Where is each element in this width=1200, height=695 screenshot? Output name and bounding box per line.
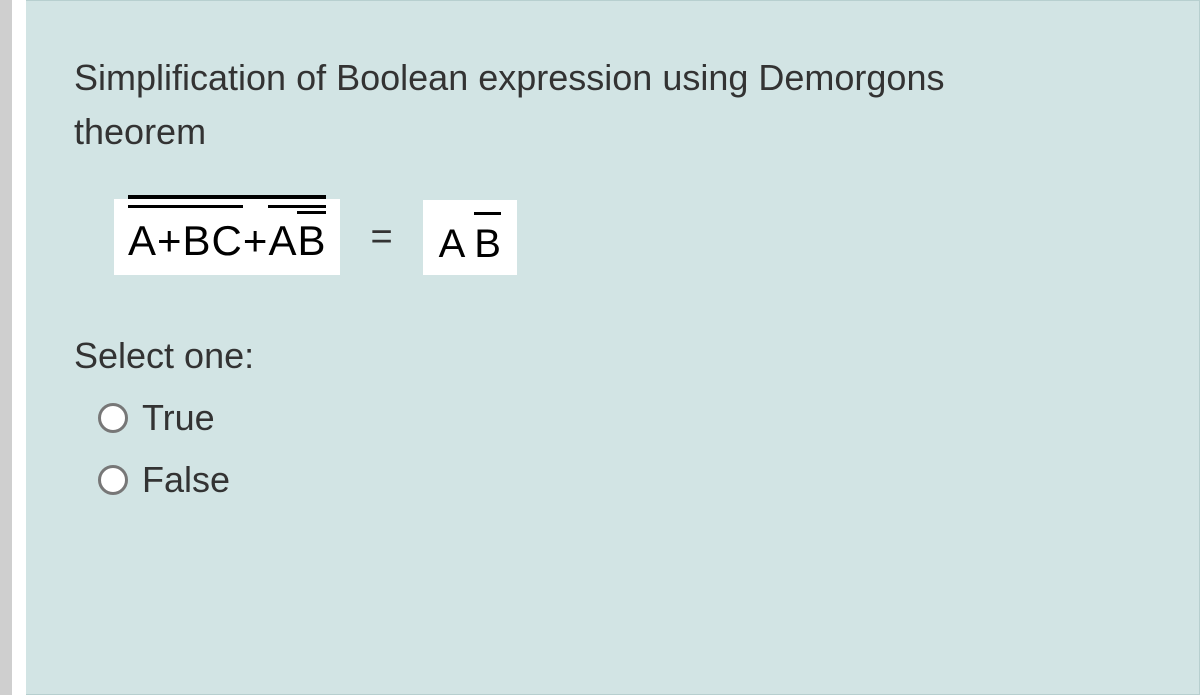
lhs-plus-1: +	[157, 217, 183, 265]
select-one-label: Select one:	[74, 335, 1139, 377]
options-list: True False	[74, 397, 1139, 501]
lhs-B-double-bar: B	[297, 217, 326, 265]
question-content: Simplification of Boolean expression usi…	[26, 0, 1200, 695]
option-label: True	[142, 397, 215, 439]
left-rail	[0, 0, 12, 695]
rhs-space	[463, 222, 474, 266]
lhs-A2: A	[268, 217, 297, 265]
question-text: Simplification of Boolean expression usi…	[74, 51, 974, 159]
expression-row: A + BC + AB = A B	[114, 199, 1139, 275]
rhs-A: A	[439, 222, 463, 266]
lhs-plus-2: +	[243, 217, 269, 265]
lhs-expression: A + BC + AB	[128, 217, 326, 265]
option-label: False	[142, 459, 230, 501]
left-gap	[12, 0, 26, 695]
lhs-sub-bar-1	[128, 205, 243, 208]
rhs-expression: A B	[439, 210, 501, 267]
option-false[interactable]: False	[98, 459, 230, 501]
rhs-B: B	[474, 222, 501, 266]
quiz-card: Simplification of Boolean expression usi…	[0, 0, 1200, 695]
lhs-BC: BC	[183, 217, 243, 265]
lhs-A: A	[128, 217, 157, 265]
rhs-B-bar	[474, 212, 501, 215]
radio-icon[interactable]	[98, 403, 128, 433]
equals-sign: =	[364, 216, 398, 259]
rhs-box: A B	[423, 200, 517, 275]
lhs-box: A + BC + AB	[114, 199, 340, 275]
option-true[interactable]: True	[98, 397, 215, 439]
radio-icon[interactable]	[98, 465, 128, 495]
lhs-overall-bar	[128, 195, 326, 199]
